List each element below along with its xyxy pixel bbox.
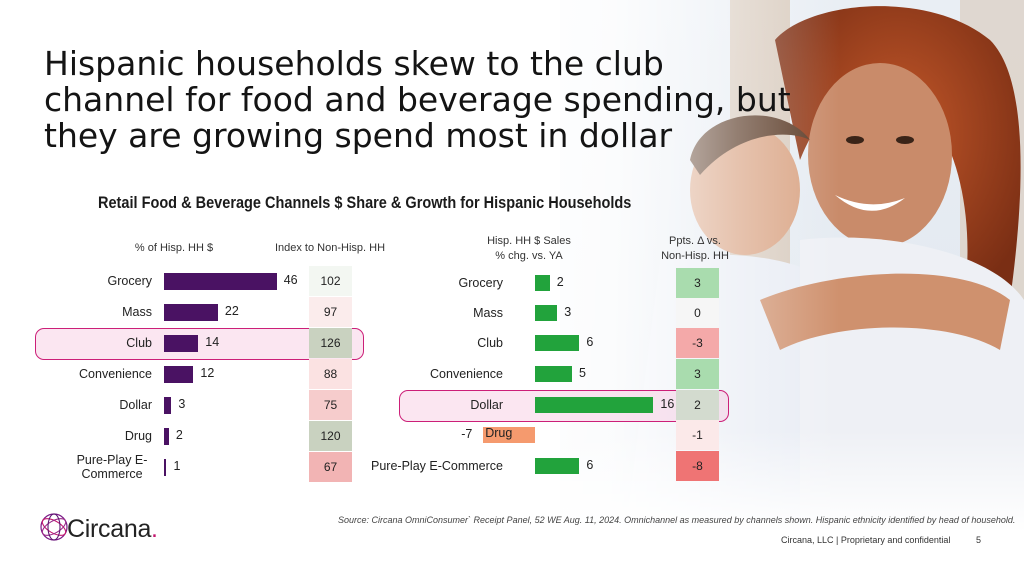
share-bar-mass [164, 303, 218, 321]
share-value-drug: 2 [175, 428, 183, 442]
growth-value-grocery: 2 [556, 275, 564, 289]
growth-bar-club [535, 335, 580, 351]
share-bar-drug [164, 427, 169, 445]
share-value-dollar: 3 [178, 397, 186, 411]
left-row-label-grocery: Grocery [107, 274, 152, 288]
pts-cell-grocery: 3 [676, 268, 719, 298]
growth-bar-dollar [535, 397, 654, 413]
pts-cell-dollar: 2 [676, 390, 719, 420]
slide-title: Hispanic households skew to the club cha… [44, 44, 791, 155]
right-row-label-mass: Mass [473, 306, 503, 320]
index-cell-pure-play-e-commerce: 67 [309, 452, 352, 482]
photo-bottom-fade [0, 430, 1024, 576]
index-cell-dollar: 75 [309, 390, 352, 420]
growth-value-mass: 3 [564, 305, 572, 319]
share-value-mass: 22 [224, 304, 239, 318]
share-bar-grocery [164, 272, 277, 290]
share-value-club: 14 [205, 335, 220, 349]
pts-cell-pure-play-e-commerce: -8 [676, 451, 719, 481]
circana-logo-icon [40, 513, 68, 541]
share-bar-convenience [164, 365, 194, 383]
share-value-convenience: 12 [200, 366, 215, 380]
share-bar-dollar [164, 396, 172, 414]
share-bar-club [164, 334, 199, 352]
footer-text: Circana, LLC | Proprietary and confident… [781, 535, 951, 545]
index-cell-mass: 97 [309, 297, 352, 327]
pts-cell-drug: -1 [676, 420, 719, 450]
right-row-label-dollar: Dollar [470, 398, 503, 412]
growth-value-convenience: 5 [579, 366, 586, 380]
circana-logo-text: Circana. [67, 515, 158, 543]
growth-bar-mass [535, 305, 558, 321]
right-row-label-drug: Drug [485, 426, 513, 440]
source-note: Source: Circana OmniConsumer` Receipt Pa… [338, 515, 1016, 525]
growth-bar-convenience [535, 366, 572, 382]
share-bar-pure-play-e-commerce [164, 458, 167, 476]
index-cell-club: 126 [309, 328, 352, 358]
index-column-header: Index to Non-Hisp. HH [274, 242, 386, 254]
index-cell-convenience: 88 [309, 359, 352, 389]
share-value-pure-play-e-commerce: 1 [173, 459, 181, 473]
right-row-label-convenience: Convenience [430, 367, 503, 381]
pts-cell-club: -3 [676, 328, 719, 358]
growth-value-dollar: 16 [660, 397, 675, 411]
pts-column-header: Ppts. Δ vs. Non-Hisp. HH [661, 235, 729, 262]
page-number: 5 [976, 535, 982, 545]
left-row-label-club: Club [126, 336, 152, 350]
left-row-label-dollar: Dollar [119, 398, 152, 412]
growth-value-pure-play-e-commerce: 6 [586, 458, 594, 472]
left-row-label-drug: Drug [124, 429, 152, 443]
share-value-grocery: 46 [283, 273, 298, 287]
left-row-label-mass: Mass [122, 305, 152, 319]
share-column-header: % of Hisp. HH $ [134, 242, 214, 254]
growth-bar-drug [483, 427, 535, 443]
index-cell-grocery: 102 [309, 266, 352, 296]
growth-value-drug: -7 [461, 427, 473, 441]
pts-cell-mass: 0 [676, 298, 719, 328]
left-row-label-pure-play-e-commerce: Pure-Play E-Commerce [76, 453, 148, 481]
growth-bar-grocery [535, 275, 550, 291]
right-row-label-grocery: Grocery [458, 276, 503, 290]
right-row-label-club: Club [477, 336, 503, 350]
chart-title: Retail Food & Beverage Channels $ Share … [98, 194, 632, 212]
growth-column-header: Hisp. HH $ Sales % chg. vs. YA [487, 235, 571, 262]
pts-cell-convenience: 3 [676, 359, 719, 389]
growth-value-club: 6 [586, 335, 594, 349]
left-row-label-convenience: Convenience [79, 367, 152, 381]
growth-bar-pure-play-e-commerce [535, 458, 580, 474]
right-row-label-pure-play-e-commerce: Pure-Play E-Commerce [371, 459, 503, 473]
index-cell-drug: 120 [309, 421, 352, 451]
